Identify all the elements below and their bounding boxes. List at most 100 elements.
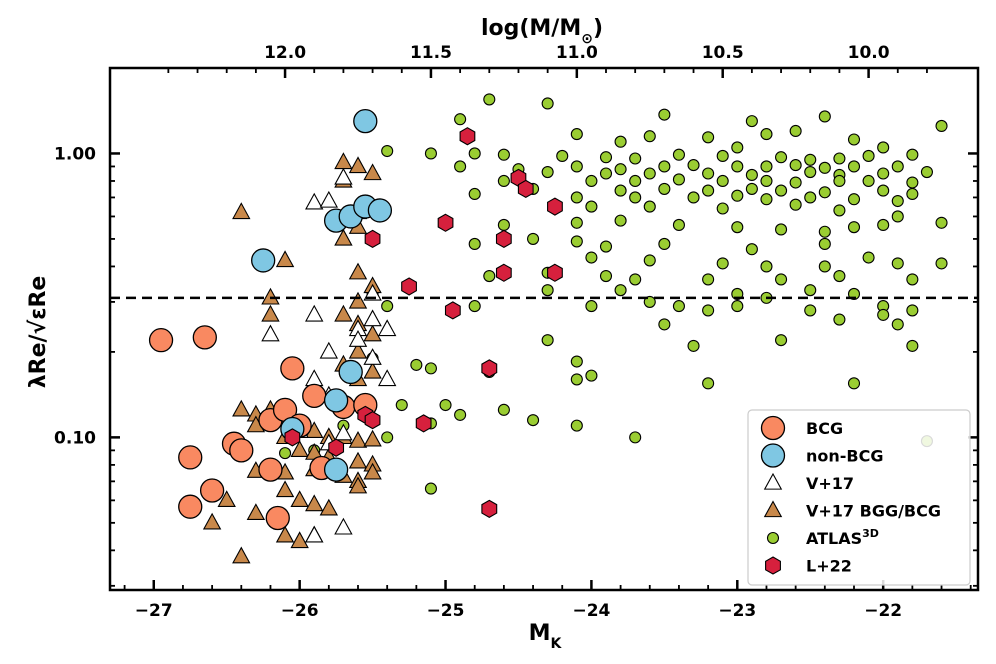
data-point-v17bgg — [232, 202, 251, 220]
data-point-atlas — [877, 141, 890, 154]
data-point-atlas — [891, 257, 904, 270]
data-point-atlas — [760, 193, 773, 206]
data-point-atlas — [468, 300, 481, 313]
data-point-atlas — [468, 237, 481, 251]
data-point-v17bgg — [305, 494, 324, 512]
legend-label-v17bgg: V+17 BGG/BCG — [806, 502, 941, 521]
data-point-v17bgg — [232, 546, 251, 564]
data-point-atlas — [497, 174, 510, 188]
data-point-atlas — [687, 159, 700, 172]
data-point-atlas — [541, 284, 554, 297]
data-point-atlas — [716, 149, 729, 163]
data-point-atlas — [935, 216, 948, 229]
data-point-atlas — [775, 184, 788, 197]
data-point-v17bgg — [232, 399, 251, 417]
data-point-atlas — [833, 313, 846, 326]
data-point-atlas — [731, 300, 744, 313]
legend-marker-atlas — [766, 531, 780, 545]
data-point-atlas — [804, 191, 817, 204]
top-axis-label: log(M/M⊙) — [481, 16, 603, 47]
data-point-atlas — [731, 141, 744, 154]
data-point-v17bgg — [363, 324, 382, 342]
data-point-atlas — [585, 200, 598, 213]
data-point-atlas — [702, 131, 715, 144]
data-point-atlas — [585, 174, 598, 188]
data-point-atlas — [935, 119, 948, 133]
data-point-v17bgg — [348, 262, 368, 280]
data-point-atlas — [862, 149, 875, 163]
y-axis-label: λRe/√εRe — [26, 276, 51, 389]
x-tick-label: −22 — [864, 601, 902, 621]
data-point-v17bgg — [348, 476, 368, 494]
data-point-atlas — [614, 184, 627, 197]
data-point-atlas — [570, 419, 583, 432]
data-point-atlas — [454, 113, 467, 126]
data-point-atlas — [862, 251, 875, 264]
y-tick-label: 1.00 — [54, 144, 96, 164]
data-point-atlas — [497, 218, 510, 232]
data-point-v17 — [377, 319, 397, 337]
data-point-atlas — [424, 482, 437, 495]
data-point-atlas — [629, 152, 642, 165]
legend-label-v17: V+17 — [806, 474, 854, 493]
data-point-atlas — [585, 300, 598, 313]
data-point-atlas — [643, 254, 656, 267]
data-point-atlas — [847, 221, 861, 234]
legend-label-atlas: ATLAS3D — [806, 527, 879, 548]
x-tick-label: −26 — [281, 601, 319, 621]
data-point-nonbcg — [323, 388, 349, 413]
data-point-v17bgg — [275, 525, 295, 543]
data-point-atlas — [424, 147, 437, 160]
data-point-v17bgg — [334, 152, 353, 170]
data-point-atlas — [833, 270, 846, 283]
data-point-v17bgg — [319, 498, 339, 516]
data-point-v17bgg — [363, 163, 382, 181]
data-point-atlas — [731, 160, 744, 173]
data-point-atlas — [702, 184, 715, 197]
data-point-atlas — [906, 273, 919, 286]
data-point-atlas — [920, 166, 933, 179]
data-point-atlas — [818, 225, 831, 238]
data-point-v17bgg — [290, 440, 309, 458]
data-point-v17bgg — [334, 304, 353, 322]
data-point-atlas — [454, 408, 467, 421]
data-point-atlas — [789, 198, 802, 211]
data-point-atlas — [745, 182, 758, 195]
data-point-v17bgg — [363, 462, 382, 480]
data-point-atlas — [556, 149, 569, 163]
data-point-atlas — [877, 308, 890, 321]
data-point-atlas — [906, 304, 919, 317]
data-point-atlas — [702, 167, 715, 180]
data-point-atlas — [570, 216, 583, 229]
data-point-atlas — [279, 447, 292, 460]
data-point-v17 — [363, 309, 382, 327]
data-point-v17 — [305, 304, 324, 322]
data-point-atlas — [585, 251, 598, 264]
data-point-v17 — [334, 167, 353, 185]
data-point-atlas — [862, 174, 875, 188]
data-point-bcg — [258, 457, 283, 482]
data-point-atlas — [906, 339, 919, 352]
data-point-l22 — [517, 179, 534, 199]
plot-frame — [108, 66, 980, 592]
data-point-v17 — [334, 517, 353, 535]
data-point-atlas — [570, 355, 583, 368]
data-point-v17bgg — [275, 250, 295, 268]
data-point-v17bgg — [348, 156, 368, 174]
y-tick-label: 0.10 — [54, 428, 96, 448]
data-point-bcg — [302, 383, 327, 409]
top-tick-label: 11.0 — [556, 43, 598, 63]
data-point-v17 — [305, 369, 324, 387]
data-point-atlas — [687, 339, 700, 352]
data-point-v17bgg — [290, 531, 309, 549]
data-point-atlas — [658, 318, 671, 331]
data-point-atlas — [672, 148, 685, 161]
data-point-atlas — [381, 300, 394, 313]
data-point-v17bgg — [246, 503, 266, 521]
data-points — [148, 93, 948, 564]
data-point-atlas — [570, 128, 583, 141]
data-point-atlas — [789, 176, 802, 189]
data-point-v17 — [334, 423, 353, 441]
data-point-v17bgg — [334, 228, 353, 246]
data-point-atlas — [629, 174, 642, 188]
